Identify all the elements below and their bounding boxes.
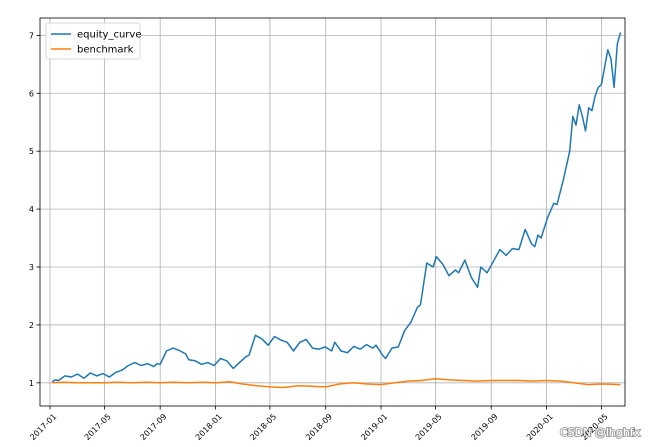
series-line-equity_curve [51,32,622,383]
legend-label-benchmark: benchmark [77,45,134,56]
y-tick-label-4: 5 [29,147,34,156]
y-tick-label-3: 4 [29,205,34,214]
grid [40,18,625,406]
y-tick-label-2: 3 [29,263,34,272]
series-line-benchmark [52,378,621,389]
y-axis: 1 2 3 4 5 6 7 [29,31,40,388]
plot-frame [39,17,626,407]
y-tick-label-1: 2 [29,321,34,330]
legend-box [45,22,141,60]
watermark-text: CSDN @lhghfx [560,426,641,439]
y-tick-label-5: 6 [29,89,34,98]
legend: equity_curve benchmark [45,22,141,60]
series-lines [51,32,622,389]
y-tick-label-0: 1 [29,379,34,388]
legend-label-equity_curve: equity_curve [77,30,141,41]
y-tick-label-6: 7 [29,31,34,40]
